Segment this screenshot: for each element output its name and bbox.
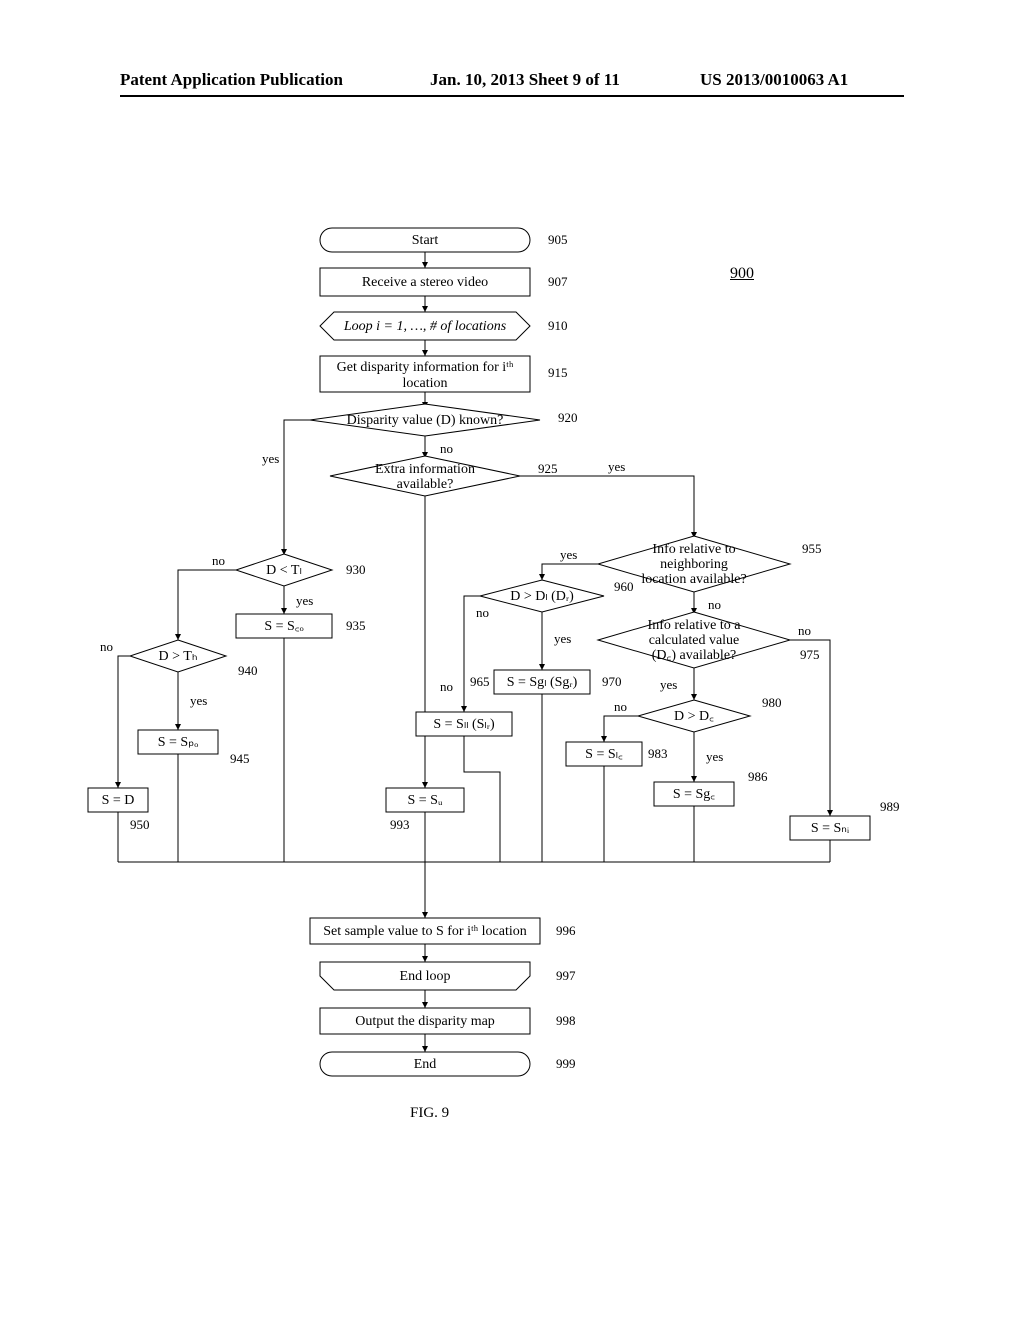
svg-text:location: location bbox=[402, 376, 447, 391]
svg-text:986: 986 bbox=[748, 769, 768, 784]
node-950: S = D 950 bbox=[88, 788, 150, 832]
svg-text:910: 910 bbox=[548, 318, 568, 333]
svg-text:S = Sₗₗ (Sₗᵣ): S = Sₗₗ (Sₗᵣ) bbox=[433, 717, 495, 732]
svg-text:940: 940 bbox=[238, 663, 258, 678]
svg-text:Output the disparity map: Output the disparity map bbox=[355, 1014, 495, 1029]
svg-text:Receive a stereo video: Receive a stereo video bbox=[362, 275, 488, 290]
svg-text:yes: yes bbox=[554, 631, 571, 646]
svg-text:no: no bbox=[798, 623, 811, 638]
svg-text:915: 915 bbox=[548, 365, 568, 380]
svg-text:997: 997 bbox=[556, 968, 576, 983]
svg-text:935: 935 bbox=[346, 618, 366, 633]
node-970: S = Sgₗ (Sgᵣ) 970 bbox=[494, 670, 622, 694]
svg-text:Info relative to: Info relative to bbox=[652, 542, 735, 557]
svg-text:925: 925 bbox=[538, 461, 558, 476]
svg-text:S = D: S = D bbox=[102, 793, 135, 808]
figure-label: FIG. 9 bbox=[410, 1105, 449, 1122]
node-980: D > D꜀ 980 bbox=[638, 695, 782, 732]
svg-text:Info relative to a: Info relative to a bbox=[648, 618, 742, 633]
svg-text:S = Sg꜀: S = Sg꜀ bbox=[673, 787, 715, 802]
svg-text:983: 983 bbox=[648, 746, 668, 761]
svg-text:930: 930 bbox=[346, 562, 366, 577]
svg-text:Extra information: Extra information bbox=[375, 462, 475, 477]
svg-text:905: 905 bbox=[548, 232, 568, 247]
node-983: S = Sₗ꜀ 983 bbox=[566, 742, 668, 766]
svg-text:S = Sₙᵢ: S = Sₙᵢ bbox=[811, 821, 850, 836]
svg-text:D > Dₗ (Dᵣ): D > Dₗ (Dᵣ) bbox=[510, 589, 574, 604]
svg-text:970: 970 bbox=[602, 674, 622, 689]
svg-text:yes: yes bbox=[190, 693, 207, 708]
svg-text:(D꜀) available?: (D꜀) available? bbox=[652, 648, 737, 663]
svg-text:yes: yes bbox=[706, 749, 723, 764]
svg-text:955: 955 bbox=[802, 541, 822, 556]
node-996: Set sample value to S for iᵗʰ location 9… bbox=[310, 918, 576, 944]
node-935: S = S꜀ₒ 935 bbox=[236, 614, 366, 638]
node-960: D > Dₗ (Dᵣ) 960 bbox=[480, 579, 634, 612]
svg-text:Loop i = 1, …, # of locations: Loop i = 1, …, # of locations bbox=[343, 319, 507, 334]
svg-text:yes: yes bbox=[608, 459, 625, 474]
svg-text:yes: yes bbox=[660, 677, 677, 692]
svg-text:998: 998 bbox=[556, 1013, 576, 1028]
svg-text:945: 945 bbox=[230, 751, 250, 766]
svg-text:available?: available? bbox=[397, 477, 454, 492]
svg-text:S = Sₗ꜀: S = Sₗ꜀ bbox=[585, 747, 623, 762]
node-945: S = Sₚₒ 945 bbox=[138, 730, 250, 766]
node-915: Get disparity information for iᵗʰ locati… bbox=[320, 356, 568, 392]
svg-text:960: 960 bbox=[614, 579, 634, 594]
svg-text:location available?: location available? bbox=[641, 572, 746, 587]
node-975: Info relative to a calculated value (D꜀)… bbox=[598, 612, 820, 668]
svg-text:975: 975 bbox=[800, 647, 820, 662]
svg-text:no: no bbox=[440, 679, 453, 694]
svg-text:End loop: End loop bbox=[400, 969, 451, 984]
svg-text:no: no bbox=[476, 605, 489, 620]
svg-text:Set sample value to S for iᵗʰ: Set sample value to S for iᵗʰ location bbox=[323, 924, 527, 939]
node-930: D < Tₗ 930 bbox=[236, 554, 366, 586]
svg-text:S = Sₚₒ: S = Sₚₒ bbox=[158, 735, 199, 750]
svg-text:920: 920 bbox=[558, 410, 578, 425]
svg-text:D > Tₕ: D > Tₕ bbox=[159, 649, 198, 664]
svg-text:neighboring: neighboring bbox=[660, 557, 728, 572]
svg-text:Get disparity information for: Get disparity information for iᵗʰ bbox=[337, 360, 514, 375]
svg-text:993: 993 bbox=[390, 817, 410, 832]
svg-text:980: 980 bbox=[762, 695, 782, 710]
node-997: End loop 997 bbox=[320, 962, 576, 990]
svg-text:S = S꜀ₒ: S = S꜀ₒ bbox=[264, 619, 303, 634]
flowchart: Start 905 Receive a stereo video 907 Loo… bbox=[0, 0, 1024, 1320]
node-start: Start 905 bbox=[320, 228, 568, 252]
svg-text:907: 907 bbox=[548, 274, 568, 289]
node-920: Disparity value (D) known? 920 bbox=[310, 404, 578, 436]
svg-text:996: 996 bbox=[556, 923, 576, 938]
svg-text:no: no bbox=[100, 639, 113, 654]
svg-text:D > D꜀: D > D꜀ bbox=[674, 709, 714, 724]
svg-text:S = Sᵤ: S = Sᵤ bbox=[407, 793, 442, 808]
svg-text:Start: Start bbox=[412, 233, 439, 248]
svg-text:yes: yes bbox=[296, 593, 313, 608]
svg-text:End: End bbox=[414, 1057, 437, 1072]
svg-text:no: no bbox=[614, 699, 627, 714]
svg-text:965: 965 bbox=[470, 674, 490, 689]
node-907: Receive a stereo video 907 bbox=[320, 268, 568, 296]
svg-text:no: no bbox=[708, 597, 721, 612]
svg-text:Disparity value (D) known?: Disparity value (D) known? bbox=[347, 413, 504, 428]
svg-text:999: 999 bbox=[556, 1056, 576, 1071]
node-940: D > Tₕ 940 bbox=[130, 640, 258, 678]
svg-text:no: no bbox=[440, 441, 453, 456]
svg-text:D < Tₗ: D < Tₗ bbox=[266, 563, 302, 578]
node-910: Loop i = 1, …, # of locations 910 bbox=[320, 312, 568, 340]
node-end: End 999 bbox=[320, 1052, 576, 1076]
node-998: Output the disparity map 998 bbox=[320, 1008, 576, 1034]
node-986: S = Sg꜀ 986 bbox=[654, 769, 768, 806]
svg-text:950: 950 bbox=[130, 817, 150, 832]
svg-text:989: 989 bbox=[880, 799, 900, 814]
svg-text:calculated value: calculated value bbox=[649, 633, 740, 648]
svg-text:S = Sgₗ (Sgᵣ): S = Sgₗ (Sgᵣ) bbox=[507, 675, 578, 690]
svg-text:no: no bbox=[212, 553, 225, 568]
svg-text:yes: yes bbox=[262, 451, 279, 466]
node-989: S = Sₙᵢ 989 bbox=[790, 799, 900, 840]
svg-text:yes: yes bbox=[560, 547, 577, 562]
